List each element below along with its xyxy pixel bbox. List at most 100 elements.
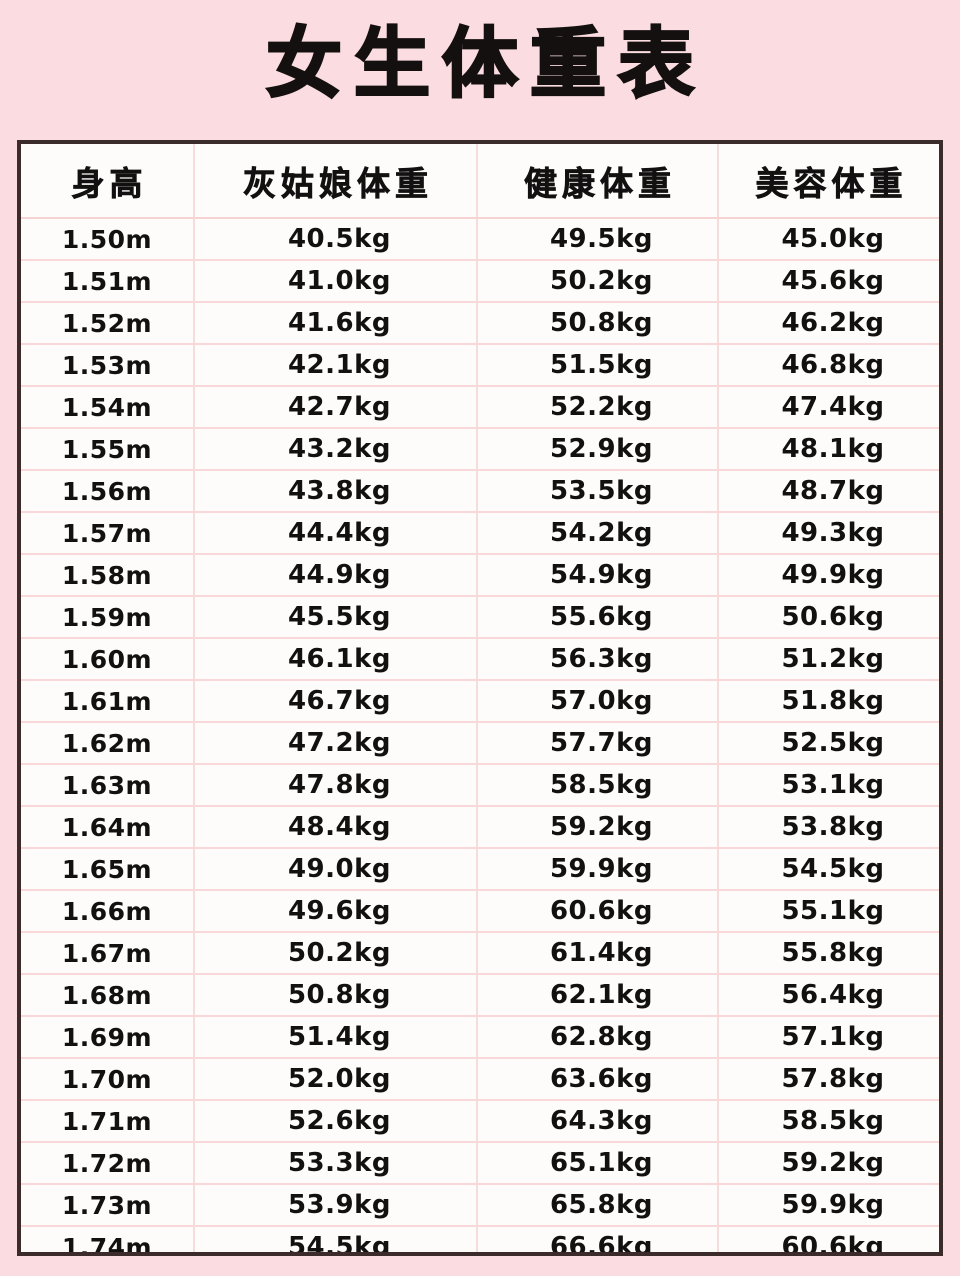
cell-beauty: 54.5kg <box>718 848 939 891</box>
cell-healthy: 66.6kg <box>477 1226 719 1252</box>
cell-cinderella: 48.4kg <box>194 806 478 849</box>
cell-healthy: 54.9kg <box>477 554 719 597</box>
cell-beauty: 55.8kg <box>718 932 939 975</box>
cell-height: 1.59m <box>21 596 195 639</box>
cell-height: 1.57m <box>21 512 195 555</box>
cell-cinderella: 46.1kg <box>194 638 478 681</box>
cell-beauty: 49.9kg <box>718 554 939 597</box>
cell-beauty: 45.6kg <box>718 260 939 303</box>
table-row: 1.57m 44.4kg 54.2kg 49.3kg <box>21 512 939 555</box>
cell-healthy: 62.8kg <box>477 1016 719 1059</box>
table-row: 1.63m 47.8kg 58.5kg 53.1kg <box>21 764 939 807</box>
cell-cinderella: 49.0kg <box>194 848 478 891</box>
cell-cinderella: 43.2kg <box>194 428 478 471</box>
table-row: 1.51m 41.0kg 50.2kg 45.6kg <box>21 260 939 303</box>
cell-height: 1.63m <box>21 764 195 807</box>
cell-healthy: 60.6kg <box>477 890 719 933</box>
cell-cinderella: 50.8kg <box>194 974 478 1017</box>
cell-healthy: 59.9kg <box>477 848 719 891</box>
cell-healthy: 50.8kg <box>477 302 719 345</box>
table-row: 1.67m 50.2kg 61.4kg 55.8kg <box>21 932 939 975</box>
column-header-cinderella: 灰姑娘体重 <box>194 144 478 219</box>
cell-cinderella: 41.0kg <box>194 260 478 303</box>
column-header-healthy: 健康体重 <box>477 144 719 219</box>
cell-healthy: 49.5kg <box>477 218 719 261</box>
cell-beauty: 53.1kg <box>718 764 939 807</box>
cell-healthy: 52.2kg <box>477 386 719 429</box>
cell-healthy: 65.1kg <box>477 1142 719 1185</box>
table-row: 1.59m 45.5kg 55.6kg 50.6kg <box>21 596 939 639</box>
cell-healthy: 54.2kg <box>477 512 719 555</box>
table-header: 身高 灰姑娘体重 健康体重 美容体重 <box>21 144 939 219</box>
cell-cinderella: 54.5kg <box>194 1226 478 1252</box>
cell-cinderella: 41.6kg <box>194 302 478 345</box>
cell-beauty: 48.1kg <box>718 428 939 471</box>
cell-height: 1.52m <box>21 302 195 345</box>
cell-height: 1.54m <box>21 386 195 429</box>
cell-beauty: 49.3kg <box>718 512 939 555</box>
table-row: 1.72m 53.3kg 65.1kg 59.2kg <box>21 1142 939 1185</box>
table-row: 1.71m 52.6kg 64.3kg 58.5kg <box>21 1100 939 1143</box>
cell-height: 1.51m <box>21 260 195 303</box>
table-row: 1.65m 49.0kg 59.9kg 54.5kg <box>21 848 939 891</box>
cell-cinderella: 47.2kg <box>194 722 478 765</box>
cell-height: 1.69m <box>21 1016 195 1059</box>
cell-height: 1.73m <box>21 1184 195 1227</box>
cell-height: 1.53m <box>21 344 195 387</box>
table-row: 1.62m 47.2kg 57.7kg 52.5kg <box>21 722 939 765</box>
cell-height: 1.58m <box>21 554 195 597</box>
cell-height: 1.71m <box>21 1100 195 1143</box>
cell-cinderella: 52.6kg <box>194 1100 478 1143</box>
cell-healthy: 59.2kg <box>477 806 719 849</box>
cell-healthy: 63.6kg <box>477 1058 719 1101</box>
cell-healthy: 50.2kg <box>477 260 719 303</box>
cell-cinderella: 49.6kg <box>194 890 478 933</box>
cell-cinderella: 42.1kg <box>194 344 478 387</box>
cell-beauty: 59.2kg <box>718 1142 939 1185</box>
cell-beauty: 55.1kg <box>718 890 939 933</box>
table-row: 1.54m 42.7kg 52.2kg 47.4kg <box>21 386 939 429</box>
cell-healthy: 57.0kg <box>477 680 719 723</box>
cell-healthy: 64.3kg <box>477 1100 719 1143</box>
cell-cinderella: 50.2kg <box>194 932 478 975</box>
header-row: 身高 灰姑娘体重 健康体重 美容体重 <box>21 144 939 219</box>
cell-height: 1.55m <box>21 428 195 471</box>
column-header-beauty: 美容体重 <box>718 144 939 219</box>
cell-height: 1.65m <box>21 848 195 891</box>
table-row: 1.68m 50.8kg 62.1kg 56.4kg <box>21 974 939 1017</box>
table-row: 1.53m 42.1kg 51.5kg 46.8kg <box>21 344 939 387</box>
cell-height: 1.61m <box>21 680 195 723</box>
cell-beauty: 48.7kg <box>718 470 939 513</box>
cell-beauty: 58.5kg <box>718 1100 939 1143</box>
cell-beauty: 57.8kg <box>718 1058 939 1101</box>
cell-cinderella: 44.9kg <box>194 554 478 597</box>
table-row: 1.52m 41.6kg 50.8kg 46.2kg <box>21 302 939 345</box>
cell-cinderella: 43.8kg <box>194 470 478 513</box>
cell-cinderella: 53.3kg <box>194 1142 478 1185</box>
table-row: 1.70m 52.0kg 63.6kg 57.8kg <box>21 1058 939 1101</box>
cell-beauty: 60.6kg <box>718 1226 939 1252</box>
cell-cinderella: 51.4kg <box>194 1016 478 1059</box>
cell-cinderella: 40.5kg <box>194 218 478 261</box>
cell-height: 1.56m <box>21 470 195 513</box>
cell-beauty: 51.2kg <box>718 638 939 681</box>
cell-healthy: 57.7kg <box>477 722 719 765</box>
cell-height: 1.67m <box>21 932 195 975</box>
cell-height: 1.66m <box>21 890 195 933</box>
cell-healthy: 52.9kg <box>477 428 719 471</box>
cell-beauty: 59.9kg <box>718 1184 939 1227</box>
cell-height: 1.62m <box>21 722 195 765</box>
table-row: 1.55m 43.2kg 52.9kg 48.1kg <box>21 428 939 471</box>
cell-height: 1.72m <box>21 1142 195 1185</box>
cell-cinderella: 46.7kg <box>194 680 478 723</box>
cell-beauty: 53.8kg <box>718 806 939 849</box>
cell-beauty: 52.5kg <box>718 722 939 765</box>
page-title: 女生体重表 <box>265 19 706 108</box>
cell-cinderella: 53.9kg <box>194 1184 478 1227</box>
cell-beauty: 57.1kg <box>718 1016 939 1059</box>
table-row: 1.64m 48.4kg 59.2kg 53.8kg <box>21 806 939 849</box>
table-row: 1.69m 51.4kg 62.8kg 57.1kg <box>21 1016 939 1059</box>
table-row: 1.61m 46.7kg 57.0kg 51.8kg <box>21 680 939 723</box>
cell-healthy: 56.3kg <box>477 638 719 681</box>
cell-beauty: 50.6kg <box>718 596 939 639</box>
